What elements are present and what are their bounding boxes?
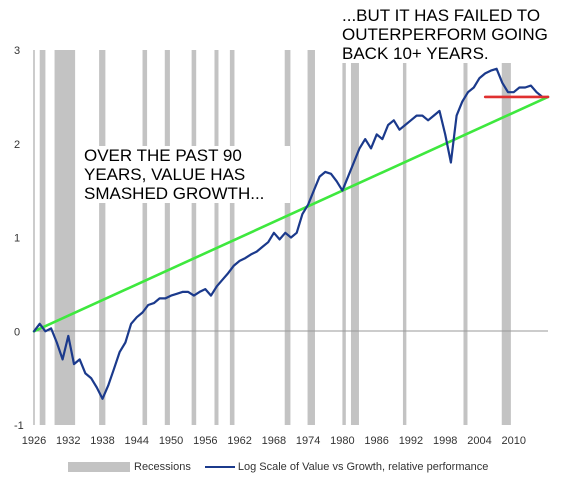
legend-recession-label: Recessions — [134, 461, 191, 473]
x-tick-label-9: 1980 — [330, 435, 354, 447]
recession-band-11 — [350, 50, 359, 425]
recession-band-5 — [191, 50, 197, 425]
x-tick-label-3: 1944 — [125, 435, 149, 447]
recession-band-14 — [501, 50, 511, 425]
x-tick-label-13: 2004 — [467, 435, 491, 447]
annotation-right: ...BUT IT HAS FAILED TO OUTERPERFORM GOI… — [342, 6, 572, 63]
legend-series-label: Log Scale of Value vs Growth, relative p… — [237, 461, 489, 473]
trend-line — [32, 95, 550, 333]
x-tick-label-6: 1962 — [227, 435, 251, 447]
recession-band-10 — [342, 50, 346, 425]
x-tick-label-1: 1932 — [56, 435, 80, 447]
series-lines — [32, 67, 550, 400]
recession-band-1 — [54, 50, 76, 425]
legend: Recessions Log Scale of Value vs Growth,… — [68, 459, 488, 475]
recession-band-9 — [307, 50, 315, 425]
recession-band-2 — [99, 50, 106, 425]
x-tick-label-2: 1938 — [90, 435, 114, 447]
x-tick-label-12: 1998 — [433, 435, 457, 447]
recession-band-0 — [39, 50, 46, 425]
x-tick-label-8: 1974 — [296, 435, 320, 447]
x-tick-label-14: 2010 — [501, 435, 525, 447]
recession-bands — [39, 50, 511, 425]
y-tick-label-4: 3 — [14, 45, 20, 57]
y-tick-label-2: 1 — [14, 233, 20, 245]
x-axis-ticks: 1926 1932 1938 1944 1950 1956 1962 1968 1974 1980… — [22, 435, 526, 447]
legend-series-swatch — [204, 466, 235, 468]
y-tick-label-3: 2 — [14, 139, 20, 151]
y-tick-label-0: -1 — [14, 420, 24, 432]
recession-band-6 — [214, 50, 219, 425]
y-axis-ticks: -1 0 1 2 3 — [14, 45, 24, 432]
recession-band-7 — [229, 50, 235, 425]
recession-band-13 — [463, 50, 468, 425]
annotation-left: OVER THE PAST 90 YEARS, VALUE HAS SMASHE… — [84, 146, 290, 203]
recession-band-12 — [402, 50, 407, 425]
x-tick-label-10: 1986 — [364, 435, 388, 447]
x-tick-label-7: 1968 — [262, 435, 286, 447]
x-tick-label-0: 1926 — [22, 435, 46, 447]
recession-band-4 — [164, 50, 170, 425]
y-tick-label-1: 0 — [14, 326, 20, 338]
legend-recession-swatch — [68, 462, 130, 472]
recession-band-8 — [284, 50, 291, 425]
x-tick-label-4: 1950 — [159, 435, 183, 447]
x-tick-label-11: 1992 — [399, 435, 423, 447]
value-vs-growth-line — [32, 67, 544, 400]
x-tick-label-5: 1956 — [193, 435, 217, 447]
recession-band-3 — [142, 50, 148, 425]
